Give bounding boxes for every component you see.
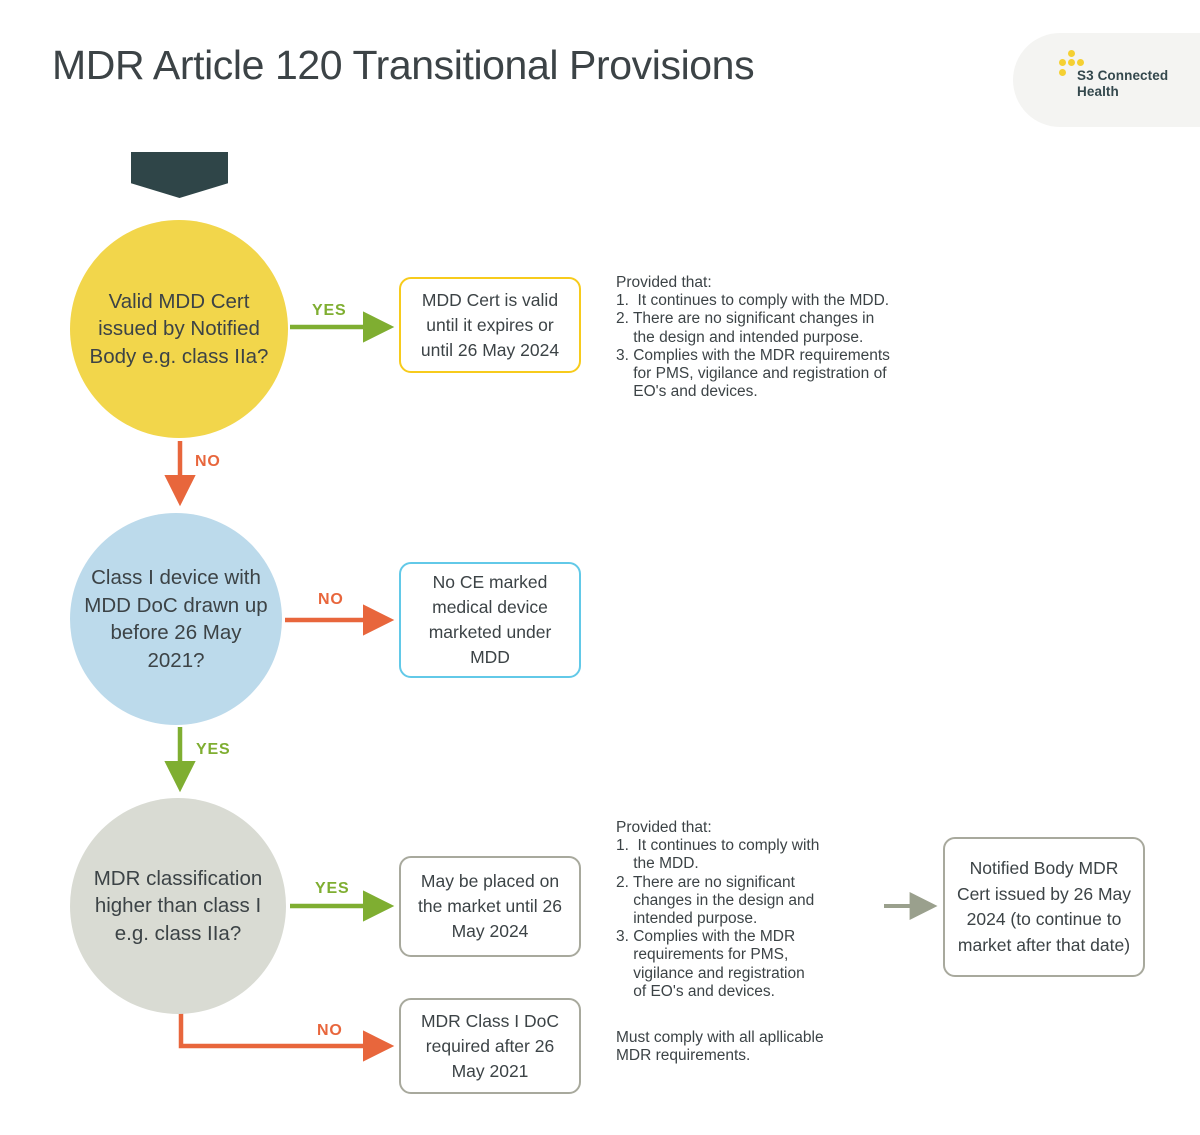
logo-dots-icon (1057, 50, 1087, 84)
decision-node-mdr-classification[interactable]: MDR classification higher than class I e… (70, 798, 286, 1014)
outcome-box-may-be-placed[interactable]: May be placed on the market until 26 May… (399, 856, 581, 957)
outcome-box-label: MDR Class I DoC required after 26 May 20… (420, 1010, 560, 1081)
decision-node-valid-mdd-cert[interactable]: Valid MDD Cert issued by Notified Body e… (70, 220, 288, 438)
edge-no-mdr-class (178, 1006, 395, 1062)
page-title: MDR Article 120 Transitional Provisions (52, 42, 755, 88)
decision-node-class-i-device[interactable]: Class I device with MDD DoC drawn up bef… (70, 513, 282, 725)
decision-node-label: Valid MDD Cert issued by Notified Body e… (89, 289, 269, 368)
edge-label-yes-valid-mdd: YES (312, 302, 347, 319)
logo-text: S3 Connected Health (1077, 68, 1169, 99)
outcome-box-mdd-cert-valid[interactable]: MDD Cert is valid until it expires or un… (399, 277, 581, 373)
note-provided-that-bottom: Provided that: 1. It continues to comply… (616, 819, 820, 1000)
edge-label-no-mdr-class: NO (317, 1022, 343, 1039)
edge-label-no-class-i: NO (318, 591, 344, 608)
outcome-box-label: Notified Body MDR Cert issued by 26 May … (956, 858, 1132, 955)
start-badge-label: START (18, 7, 79, 26)
edge-label-yes-mdr-class: YES (315, 880, 350, 897)
note-must-comply: Must comply with all apllicable MDR requ… (616, 1029, 824, 1065)
note-provided-that-top: Provided that: 1. It continues to comply… (616, 274, 890, 401)
outcome-box-notified-body-mdr-cert[interactable]: Notified Body MDR Cert issued by 26 May … (943, 837, 1145, 977)
outcome-box-label: May be placed on the market until 26 May… (418, 871, 562, 941)
decision-node-label: Class I device with MDD DoC drawn up bef… (84, 566, 268, 672)
decision-node-label: MDR classification higher than class I e… (93, 866, 263, 945)
logo-badge: S3 Connected Health (1013, 33, 1200, 127)
outcome-box-no-ce-marked[interactable]: No CE marked medical device marketed und… (399, 562, 581, 678)
edge-label-yes-class-i: YES (196, 741, 231, 758)
outcome-box-label: No CE marked medical device marketed und… (428, 572, 552, 667)
outcome-box-label: MDD Cert is valid until it expires or un… (420, 289, 560, 360)
edge-label-no-valid-mdd: NO (195, 453, 221, 470)
start-badge (131, 152, 228, 198)
outcome-box-mdr-class-i-doc[interactable]: MDR Class I DoC required after 26 May 20… (399, 998, 581, 1094)
